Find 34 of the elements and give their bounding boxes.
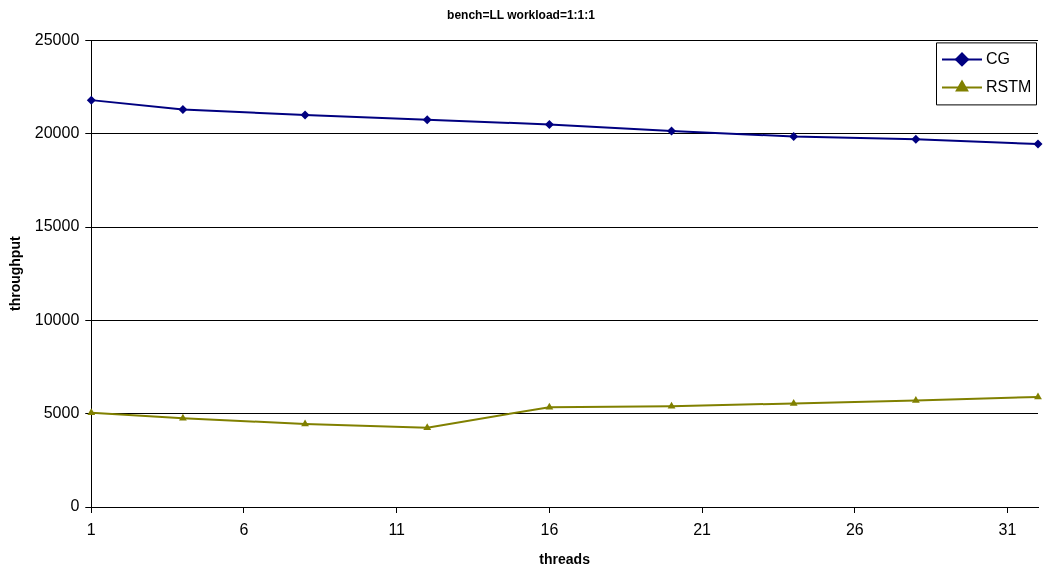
legend-label: RSTM — [986, 77, 1032, 95]
y-tick-label: 20000 — [34, 124, 80, 142]
point — [1034, 392, 1042, 400]
x-tick-label: 6 — [239, 521, 249, 539]
point — [179, 413, 187, 421]
x-tick-label: 16 — [540, 521, 559, 539]
x-axis-title: threads — [539, 551, 591, 568]
y-tick-label: 25000 — [34, 30, 80, 48]
point — [911, 396, 920, 403]
point — [178, 104, 188, 114]
x-tick-label: 21 — [693, 521, 712, 539]
chart-title: bench=LL workload=1:1:1 — [447, 7, 596, 22]
point — [86, 95, 96, 105]
y-tick-label: 10000 — [34, 310, 80, 328]
point — [1033, 139, 1043, 149]
y-tick-label: 5000 — [43, 404, 80, 422]
point — [667, 126, 677, 136]
point — [301, 419, 309, 427]
y-tick-label: 15000 — [34, 217, 80, 235]
x-tick-label: 26 — [845, 521, 864, 539]
point — [544, 119, 554, 129]
point — [789, 132, 799, 142]
x-tick-label: 1 — [86, 521, 96, 539]
point — [667, 401, 676, 409]
x-tick-label: 11 — [388, 521, 406, 539]
x-tick-label: 31 — [998, 521, 1017, 539]
y-axis-title: throughput — [7, 236, 24, 312]
point — [422, 115, 432, 125]
point — [423, 423, 432, 430]
y-tick-label: 0 — [70, 497, 80, 515]
point — [300, 110, 310, 120]
point — [789, 398, 798, 406]
legend-label: CG — [986, 49, 1010, 67]
point — [911, 134, 921, 144]
